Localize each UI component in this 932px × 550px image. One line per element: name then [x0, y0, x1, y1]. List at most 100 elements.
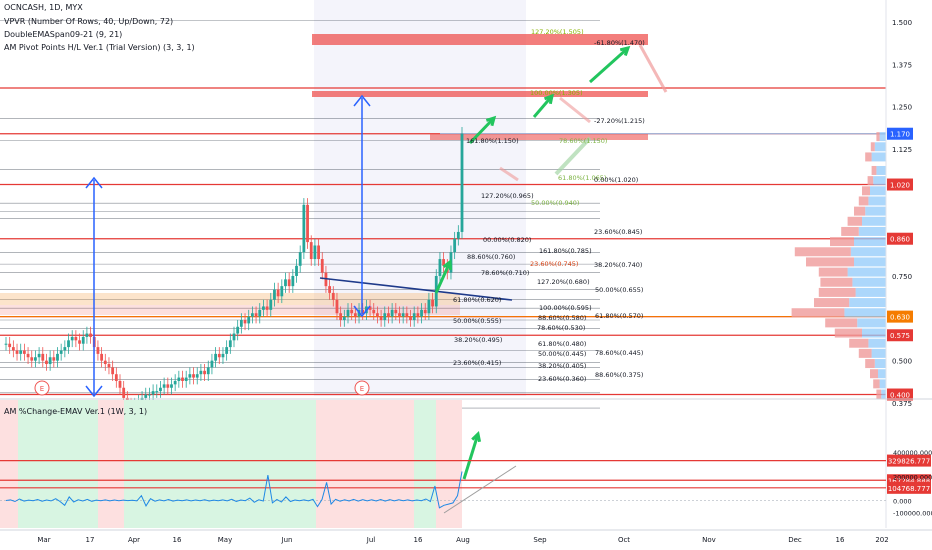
candle-body	[306, 204, 309, 243]
vp-bar-up	[852, 277, 886, 287]
candle-body	[89, 333, 92, 337]
candle-body	[22, 350, 26, 354]
fib-label: 00.00%(0.820)	[483, 236, 531, 244]
candle-body	[460, 133, 464, 232]
candle-body	[103, 360, 107, 365]
arrowhead-up-left	[85, 176, 103, 189]
vp-bar-up	[871, 348, 886, 358]
candle-body	[250, 313, 254, 317]
vp-bar-down	[871, 165, 877, 175]
fib-label: 127.20%(1.505)	[531, 28, 584, 36]
time-tick: 17	[86, 536, 95, 544]
vp-bar-down	[865, 359, 875, 369]
osc-band	[260, 400, 316, 528]
candle-body	[225, 347, 229, 354]
indicator-vpvr[interactable]: VPVR (Number Of Rows, 40, Up/Down, 72)	[4, 17, 174, 26]
candle-body	[431, 299, 434, 307]
time-tick: Oct	[618, 536, 630, 544]
candle-body	[111, 367, 115, 375]
candle-body	[313, 245, 317, 260]
candle-body	[276, 289, 280, 297]
candle-body	[387, 313, 390, 317]
candle-body	[85, 333, 89, 337]
fib-label: 78.60%(0.530)	[537, 324, 585, 332]
fib-label: 23.60%(0.415)	[453, 359, 501, 367]
time-tick: Jul	[366, 536, 376, 544]
earnings-marker[interactable]	[354, 380, 370, 396]
time-tick: Dec	[788, 536, 802, 544]
candle-body	[70, 336, 74, 341]
vp-bar-down	[814, 298, 850, 308]
candle-body	[81, 336, 85, 344]
candle-body	[45, 360, 48, 365]
candle-body	[228, 340, 232, 348]
price-badge	[887, 388, 913, 401]
vp-bar-up	[879, 379, 886, 389]
price-badge-text: 1.170	[890, 131, 910, 139]
candle-body	[56, 353, 59, 361]
osc-tick: 200000.000	[893, 473, 932, 481]
indicator-change-emav[interactable]: AM %Change-EMAV Ver.1 (1W, 3, 1)	[4, 407, 148, 416]
vp-bar-up	[847, 267, 886, 277]
vp-bar-down	[876, 132, 880, 142]
candle-body	[166, 384, 170, 388]
candle-body	[144, 394, 148, 398]
candle-body	[409, 316, 412, 321]
candle-body	[291, 275, 295, 287]
osc-trend-line	[443, 465, 517, 514]
candle-body	[394, 309, 398, 314]
vp-bar-down	[818, 287, 856, 297]
symbol-title: OCNCASH, 1D, MYX	[4, 3, 83, 12]
candle-body	[15, 350, 19, 354]
price-tick: 0.500	[892, 358, 912, 366]
candle-body	[74, 336, 78, 341]
candle-body	[37, 353, 41, 358]
candle-body	[239, 320, 243, 327]
fib-label: 127.20%(0.680)	[537, 278, 590, 286]
fib-label: 38.20%(0.740)	[594, 261, 642, 269]
candle-body	[420, 309, 423, 317]
candle-body	[188, 374, 192, 378]
candle-body	[4, 343, 8, 345]
candle-body	[192, 374, 195, 378]
osc-band	[370, 400, 414, 528]
candle-body	[320, 259, 324, 273]
candle-body	[210, 360, 214, 368]
price-badge	[887, 310, 913, 323]
vp-bar-down	[849, 338, 869, 348]
time-tick: Apr	[128, 536, 140, 544]
vp-bar-up	[850, 247, 886, 257]
candle-body	[269, 299, 273, 310]
fib-label: 61.80%(0.570)	[595, 312, 643, 320]
vp-bar-down	[854, 206, 866, 216]
osc-band	[98, 400, 124, 528]
osc-band	[0, 400, 18, 528]
fib-label: 23.60%(0.845)	[594, 228, 642, 236]
red-arrow-3	[499, 166, 519, 182]
vp-bar-down	[876, 389, 882, 399]
fib-label: 50.00%(0.555)	[453, 317, 501, 325]
green-arrow-3	[588, 46, 630, 84]
vp-bar-down	[830, 237, 854, 247]
candle-body	[30, 357, 34, 361]
osc-tick: 400000.000	[893, 449, 932, 457]
vp-bar-down	[870, 142, 875, 152]
earnings-marker[interactable]	[34, 380, 50, 396]
candle-body	[262, 306, 265, 310]
candle-body	[34, 357, 37, 361]
fib-label: 61.80%(1.065)	[558, 174, 606, 182]
candle-body	[8, 343, 12, 348]
candle-body	[298, 252, 302, 266]
osc-band	[316, 400, 370, 528]
candle-body	[368, 306, 372, 310]
indicator-pivot-points[interactable]: AM Pivot Points H/L Ver.1 (Trial Version…	[4, 43, 195, 52]
candle-body	[427, 299, 431, 314]
candle-body	[401, 313, 405, 317]
candle-body	[247, 316, 251, 324]
indicator-double-ema[interactable]: DoubleEMASpan09-21 (9, 21)	[4, 30, 123, 39]
candle-body	[317, 245, 320, 260]
candle-body	[118, 380, 122, 388]
green-arrow-4-head	[442, 259, 453, 271]
candle-body	[114, 374, 118, 381]
